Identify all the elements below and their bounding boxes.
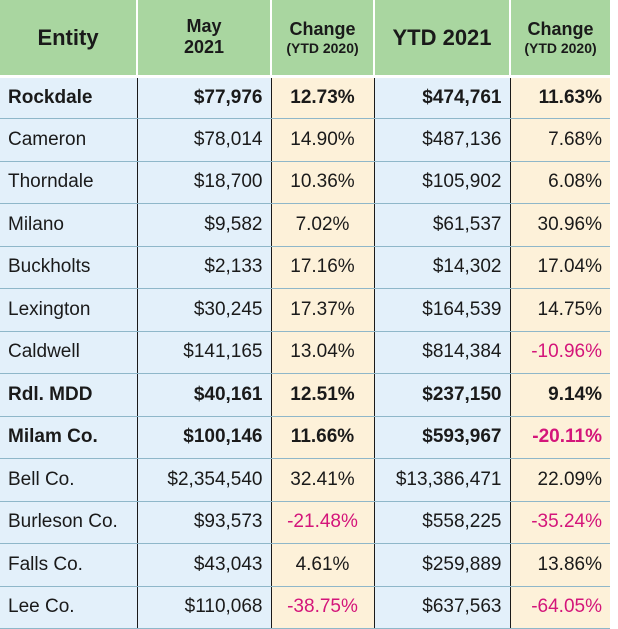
ytd-2021-cell: $487,136	[374, 118, 511, 162]
change-ytd-cell: 9.14%	[510, 373, 610, 417]
header-change1-line2: (YTD 2020)	[286, 39, 359, 56]
may-2021-cell: $78,014	[137, 118, 272, 162]
ytd-2021-cell: $13,386,471	[374, 458, 511, 502]
change-ytd-cell: 30.96%	[510, 203, 610, 247]
change-ytd-cell: 14.75%	[510, 288, 610, 332]
header-change2-line2: (YTD 2020)	[524, 39, 597, 56]
header-may-2021: May 2021	[137, 0, 272, 78]
change-may-cell: -38.75%	[271, 586, 375, 629]
table-row: Bell Co. $2,354,540 32.41% $13,386,471 22.09…	[0, 458, 610, 502]
change-may-cell: 17.16%	[271, 246, 375, 289]
may-2021-cell: $18,700	[137, 161, 272, 204]
table-row: Lexington $30,245 17.37% $164,539 14.75%	[0, 288, 610, 332]
table-row: Milano $9,582 7.02% $61,537 30.96%	[0, 203, 610, 247]
change-ytd-cell: 6.08%	[510, 161, 610, 204]
ytd-2021-cell: $259,889	[374, 543, 511, 587]
change-may-cell: 13.04%	[271, 331, 375, 374]
ytd-2021-cell: $164,539	[374, 288, 511, 332]
entity-cell: Cameron	[0, 118, 138, 162]
change-may-cell: 32.41%	[271, 458, 375, 502]
change-may-cell: 17.37%	[271, 288, 375, 332]
entity-cell: Milam Co.	[0, 416, 138, 459]
change-ytd-cell: -20.11%	[510, 416, 610, 459]
header-row: Entity May 2021 Change (YTD 2020) YTD 20…	[0, 0, 610, 78]
table-row: Caldwell $141,165 13.04% $814,384 -10.96%	[0, 331, 610, 374]
may-2021-cell: $100,146	[137, 416, 272, 459]
table-row: Lee Co. $110,068 -38.75% $637,563 -64.05%	[0, 586, 610, 629]
header-change1-line1: Change	[289, 18, 356, 39]
header-change-ytd: Change (YTD 2020)	[510, 0, 610, 78]
table-row: Cameron $78,014 14.90% $487,136 7.68%	[0, 118, 610, 162]
change-ytd-cell: 11.63%	[510, 76, 610, 119]
change-ytd-cell: 7.68%	[510, 118, 610, 162]
may-2021-cell: $2,354,540	[137, 458, 272, 502]
table-body: Rockdale $77,976 12.73% $474,761 11.63% Camer…	[0, 76, 610, 629]
may-2021-cell: $77,976	[137, 76, 272, 119]
ytd-2021-cell: $61,537	[374, 203, 511, 247]
may-2021-cell: $43,043	[137, 543, 272, 587]
entity-cell: Buckholts	[0, 246, 138, 289]
table-row: Burleson Co. $93,573 -21.48% $558,225 -35.24…	[0, 501, 610, 544]
ytd-2021-cell: $814,384	[374, 331, 511, 374]
change-may-cell: 14.90%	[271, 118, 375, 162]
change-ytd-cell: 17.04%	[510, 246, 610, 289]
change-may-cell: 7.02%	[271, 203, 375, 247]
may-2021-cell: $141,165	[137, 331, 272, 374]
change-ytd-cell: 22.09%	[510, 458, 610, 502]
header-entity: Entity	[0, 0, 138, 78]
may-2021-cell: $9,582	[137, 203, 272, 247]
header-change2-line1: Change	[527, 18, 594, 39]
table-row: Milam Co. $100,146 11.66% $593,967 -20.11%	[0, 416, 610, 459]
ytd-2021-cell: $558,225	[374, 501, 511, 544]
may-2021-cell: $110,068	[137, 586, 272, 629]
header-may-line2: 2021	[183, 37, 225, 58]
ytd-2021-cell: $637,563	[374, 586, 511, 629]
entity-cell: Burleson Co.	[0, 501, 138, 544]
may-2021-cell: $40,161	[137, 373, 272, 417]
entity-cell: Milano	[0, 203, 138, 247]
table-row: Falls Co. $43,043 4.61% $259,889 13.86%	[0, 543, 610, 587]
ytd-2021-cell: $474,761	[374, 76, 511, 119]
may-2021-cell: $2,133	[137, 246, 272, 289]
change-ytd-cell: -35.24%	[510, 501, 610, 544]
table-row: Rockdale $77,976 12.73% $474,761 11.63%	[0, 76, 610, 119]
may-2021-cell: $30,245	[137, 288, 272, 332]
entity-cell: Lexington	[0, 288, 138, 332]
change-ytd-cell: 13.86%	[510, 543, 610, 587]
entity-cell: Lee Co.	[0, 586, 138, 629]
table-row: Buckholts $2,133 17.16% $14,302 17.04%	[0, 246, 610, 289]
may-2021-cell: $93,573	[137, 501, 272, 544]
change-may-cell: 11.66%	[271, 416, 375, 459]
entity-cell: Thorndale	[0, 161, 138, 204]
ytd-2021-cell: $237,150	[374, 373, 511, 417]
header-may-line1: May	[186, 15, 222, 36]
change-may-cell: 10.36%	[271, 161, 375, 204]
header-ytd-2021: YTD 2021	[374, 0, 511, 78]
change-may-cell: 12.51%	[271, 373, 375, 417]
entity-cell: Caldwell	[0, 331, 138, 374]
ytd-2021-cell: $105,902	[374, 161, 511, 204]
table-header: Entity May 2021 Change (YTD 2020) YTD 20…	[0, 0, 610, 78]
change-ytd-cell: -10.96%	[510, 331, 610, 374]
ytd-2021-cell: $593,967	[374, 416, 511, 459]
header-change-may: Change (YTD 2020)	[271, 0, 375, 78]
header-ytd-label: YTD 2021	[392, 24, 492, 50]
entity-cell: Falls Co.	[0, 543, 138, 587]
entity-cell: Rdl. MDD	[0, 373, 138, 417]
entity-cell: Bell Co.	[0, 458, 138, 502]
change-ytd-cell: -64.05%	[510, 586, 610, 629]
table-row: Thorndale $18,700 10.36% $105,902 6.08%	[0, 161, 610, 204]
table-row: Rdl. MDD $40,161 12.51% $237,150 9.14%	[0, 373, 610, 417]
change-may-cell: 12.73%	[271, 76, 375, 119]
header-entity-label: Entity	[37, 24, 99, 50]
change-may-cell: -21.48%	[271, 501, 375, 544]
entity-cell: Rockdale	[0, 76, 138, 119]
change-may-cell: 4.61%	[271, 543, 375, 587]
ytd-2021-cell: $14,302	[374, 246, 511, 289]
